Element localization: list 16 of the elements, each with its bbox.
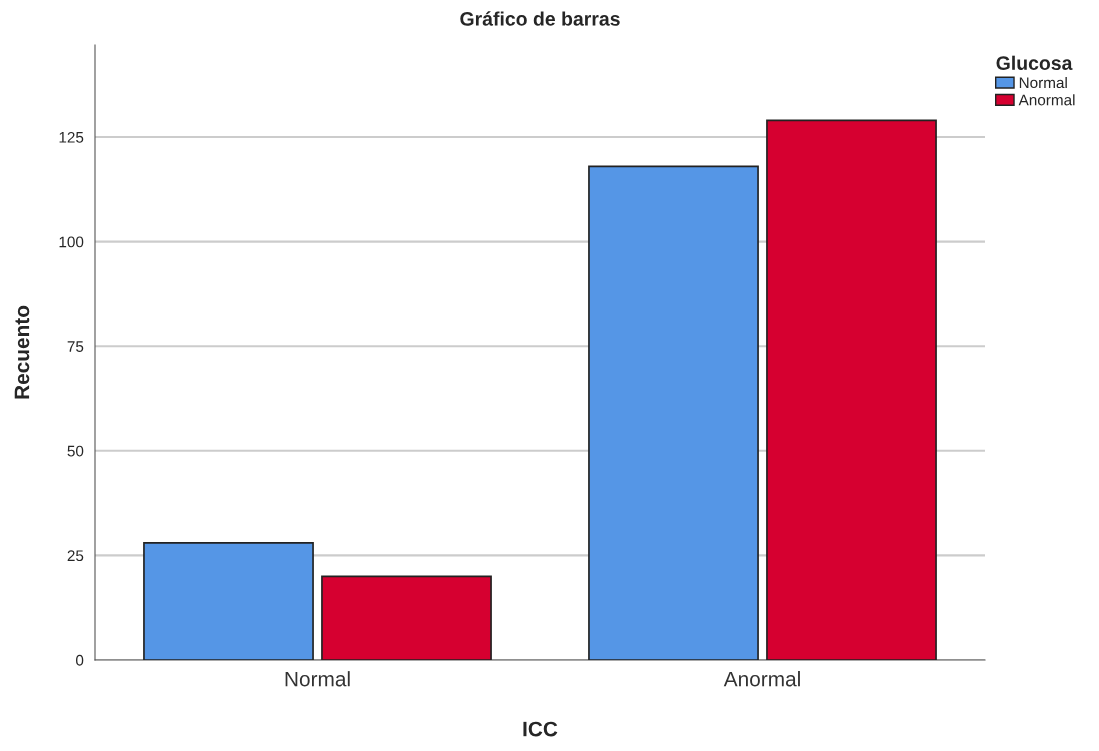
y-tick-label: 0 <box>75 654 84 666</box>
y-tick-label: 125 <box>59 131 84 143</box>
legend-label: Normal <box>1019 76 1067 89</box>
bar <box>143 542 314 660</box>
bar <box>766 119 937 660</box>
legend-title: Glucosa <box>996 55 1073 70</box>
bar <box>321 575 492 660</box>
chart-title: Gráfico de barras <box>460 11 620 26</box>
legend-label: Anormal <box>1018 94 1075 106</box>
y-tick-label: 75 <box>67 341 84 352</box>
y-axis-title: Recuento <box>14 305 30 399</box>
y-tick-label: 100 <box>59 236 84 248</box>
y-tick-label: 50 <box>67 445 84 457</box>
bar <box>588 165 759 660</box>
x-axis-title: ICC <box>523 721 558 737</box>
y-tick-label: 25 <box>67 550 84 562</box>
